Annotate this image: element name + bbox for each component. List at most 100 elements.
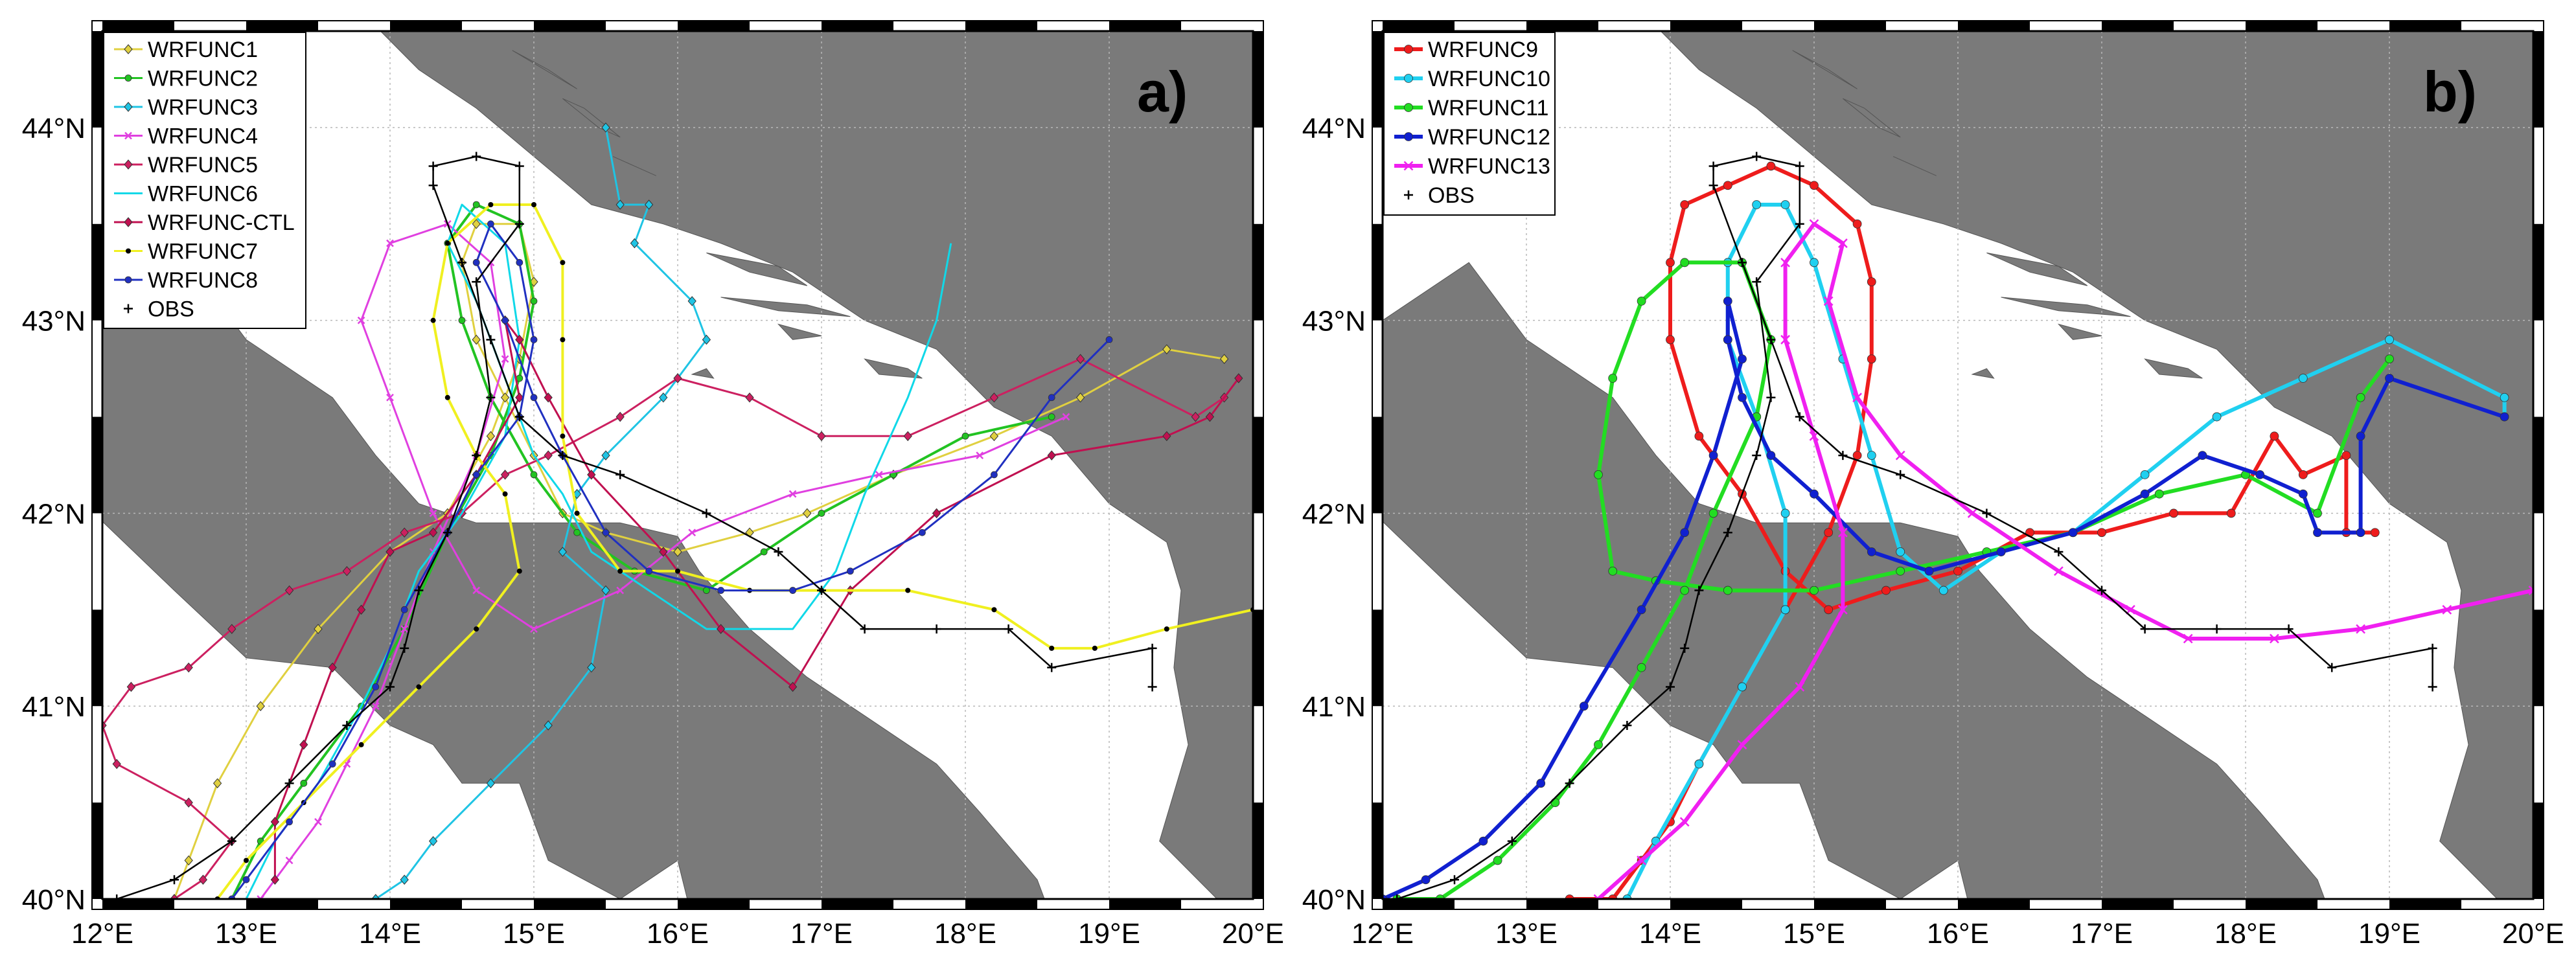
track-point: [472, 451, 481, 461]
track-point: [1421, 875, 1431, 885]
legend-entry: WRFUNC9: [1394, 38, 1538, 62]
track-point: [1666, 258, 1675, 267]
track-point: [257, 895, 265, 899]
track-point: [472, 586, 481, 595]
track-point: [1162, 344, 1171, 355]
track-point: [1404, 103, 1413, 112]
track-point: [1896, 470, 1905, 479]
axis-tick-labels: 12°E 13°E 14°E 15°E 16°E 17°E 18°E 19°E 20°E 40°N…: [22, 113, 1284, 950]
frame-segment: [1814, 21, 1886, 31]
track-point: [198, 874, 208, 885]
track-point: [386, 239, 394, 247]
track-point: [227, 836, 236, 846]
frame-segment: [822, 21, 893, 31]
legend-entry: WRFUNC11: [1394, 96, 1548, 120]
track-point: [675, 568, 680, 574]
track-point: [474, 626, 479, 632]
track-point: [1738, 682, 1747, 692]
track-point: [817, 431, 826, 442]
map-frame: [91, 20, 1264, 910]
x-tick-label: 17°E: [790, 918, 853, 950]
track-point: [1823, 296, 1834, 306]
track-point: [544, 392, 553, 403]
y-tick-label: 44°N: [1302, 113, 1366, 144]
track-point: [416, 684, 422, 690]
track-point: [501, 355, 509, 363]
frame-segment: [246, 899, 318, 909]
track-point: [488, 202, 494, 207]
track-point: [1795, 682, 1805, 692]
track-point: [659, 547, 668, 557]
track-point: [1637, 605, 1646, 615]
track-point: [2270, 431, 2279, 441]
track-point: [1738, 392, 1747, 402]
legend-entry: WRFUNC-CTL: [114, 210, 295, 235]
track-point: [1708, 508, 1718, 518]
track-point: [1191, 411, 1200, 422]
track-point: [2313, 508, 2322, 518]
frame-segment: [1670, 899, 1742, 909]
land-polygon: [1971, 368, 1995, 379]
frame-segment: [2389, 899, 2461, 909]
track-point: [991, 471, 998, 479]
track-wrfunc-ctl: [270, 315, 1243, 885]
track-point: [1608, 374, 1618, 383]
legend-box: [1383, 32, 1556, 216]
track-point: [2500, 412, 2509, 422]
track-point: [428, 161, 438, 171]
track-point: [788, 681, 798, 692]
x-tick-label: 12°E: [71, 918, 133, 950]
track-point: [1738, 354, 1747, 364]
track-point: [371, 894, 380, 899]
panel-label-b: b): [2423, 60, 2477, 124]
y-tick-label: 41°N: [1302, 691, 1366, 723]
track-point: [500, 470, 510, 480]
track-point: [1723, 528, 1732, 538]
track-point: [458, 317, 466, 324]
track-point: [1450, 875, 1459, 885]
track-point: [530, 394, 538, 402]
track-point: [2298, 470, 2308, 479]
track-point: [531, 202, 536, 207]
legend: WRFUNC9 WRFUNC10 WRFUNC11 WRFUNC12 WRFUNC13 O…: [1383, 32, 1556, 216]
track-point: [2356, 528, 2365, 538]
track-point: [400, 606, 408, 613]
track-point: [673, 547, 682, 557]
track-point: [630, 238, 639, 249]
track-point: [170, 875, 179, 885]
track-point: [544, 450, 553, 461]
legend-entry: WRFUNC5: [114, 153, 258, 177]
track-point: [444, 240, 450, 246]
track-point: [1838, 451, 1848, 461]
track-point: [2140, 470, 2150, 479]
track-point: [2169, 508, 2178, 518]
frame-segment: [1958, 899, 2030, 909]
track-point: [385, 547, 395, 557]
frame-segment: [2389, 21, 2461, 31]
track-point: [989, 431, 999, 442]
track-point: [124, 159, 133, 170]
track-point: [472, 219, 481, 229]
track-point: [184, 855, 193, 866]
track-point: [124, 304, 133, 313]
track-point: [2298, 374, 2308, 383]
track-point: [1404, 132, 1413, 141]
track-point: [1824, 528, 1834, 538]
track-point: [2097, 528, 2106, 538]
track-point: [2054, 566, 2064, 576]
track-point: [1738, 258, 1747, 267]
track-point: [357, 316, 365, 324]
legend-entry: WRFUNC13: [1394, 154, 1550, 179]
track-point: [1565, 779, 1574, 788]
legend-entry: OBS: [124, 297, 194, 322]
legend-label: WRFUNC13: [1428, 154, 1550, 179]
track-point: [284, 779, 294, 788]
track-point: [342, 566, 352, 576]
track-point: [1852, 219, 1862, 229]
track-point: [1403, 161, 1414, 171]
track-point: [1867, 547, 1876, 556]
track-point: [124, 276, 132, 284]
track-point: [516, 568, 522, 574]
track-point: [615, 411, 625, 422]
track-point: [1752, 200, 1762, 209]
